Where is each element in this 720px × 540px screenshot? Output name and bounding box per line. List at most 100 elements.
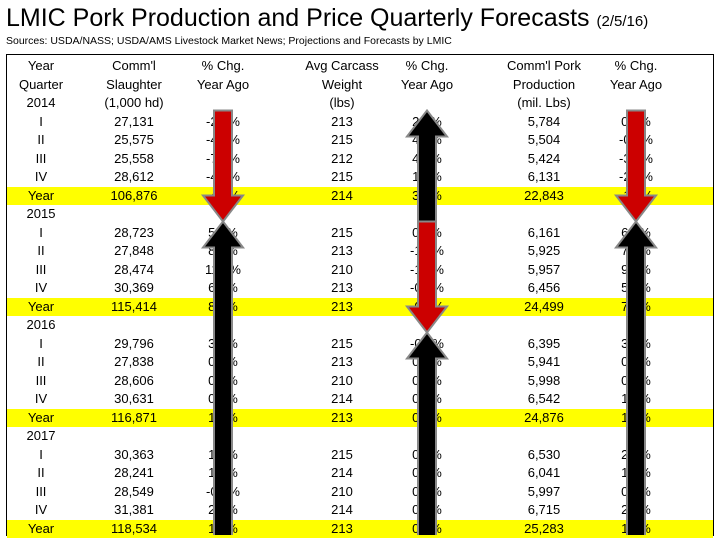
down-arrow-icon	[404, 220, 450, 335]
cell-period: III	[35, 261, 47, 277]
cell-period: II	[37, 132, 45, 147]
sources-note: Sources: USDA/NASS; USDA/AMS Livestock M…	[6, 35, 452, 47]
header-weight: Weight	[321, 76, 363, 92]
header-row: Quarter Slaughter Year Ago Weight Year Ago Pr…	[7, 76, 713, 95]
cell-period: Year	[27, 520, 55, 536]
up-arrow-icon	[404, 330, 450, 535]
cell-weight: 210	[331, 483, 353, 499]
cell-production: 22,843	[524, 187, 564, 203]
header-weight-chg: Year Ago	[400, 76, 454, 92]
cell-slaughter: 27,131	[114, 113, 154, 129]
cell-period: IV	[34, 169, 48, 184]
slide-title: LMIC Pork Production and Price Quarterly…	[6, 4, 648, 36]
cell-production: 6,530	[527, 446, 561, 462]
header-production: (mil. Lbs)	[517, 95, 571, 110]
cell-production: 25,283	[524, 520, 564, 536]
cell-period: III	[35, 372, 47, 388]
cell-production: 6,395	[527, 335, 561, 351]
cell-slaughter: 29,796	[114, 335, 154, 351]
up-arrow-icon	[613, 219, 659, 535]
header-slaughter: Slaughter	[106, 76, 162, 92]
header-period: Year	[27, 58, 55, 73]
cell-production: 5,504	[527, 132, 561, 147]
cell-slaughter: 28,241	[114, 465, 154, 480]
cell-weight: 213	[331, 298, 353, 314]
header-slaughter-chg: % Chg.	[201, 58, 245, 73]
cell-period: IV	[34, 502, 48, 517]
cell-period: 2017	[26, 428, 56, 443]
cell-slaughter: 30,369	[114, 280, 154, 295]
cell-production: 5,941	[527, 354, 561, 369]
cell-period: Year	[27, 298, 55, 314]
table-row: 2016	[7, 316, 713, 335]
cell-weight: 213	[331, 280, 353, 295]
forecast-table: Year Comm'l % Chg. Avg Carcass % Chg. Comm'l …	[6, 54, 714, 538]
cell-period: I	[39, 224, 43, 240]
header-production-chg: % Chg.	[614, 58, 658, 73]
cell-slaughter: 116,871	[110, 409, 158, 425]
down-arrow-icon	[613, 109, 659, 224]
cell-slaughter: 30,631	[114, 391, 154, 406]
cell-slaughter: 25,575	[114, 132, 154, 147]
cell-weight: 213	[331, 354, 353, 369]
header-slaughter-chg: Year Ago	[196, 76, 250, 92]
cell-slaughter: 28,474	[114, 261, 154, 277]
cell-slaughter: 28,612	[114, 169, 154, 184]
cell-production: 5,997	[527, 483, 561, 499]
cell-weight: 213	[331, 520, 353, 536]
table-row: 2017	[7, 427, 713, 446]
trend-arrows	[200, 108, 659, 535]
cell-period: II	[37, 243, 45, 258]
cell-slaughter: 27,848	[114, 243, 154, 258]
cell-production: 5,925	[527, 243, 561, 258]
cell-weight: 214	[331, 391, 353, 406]
header-period: Quarter	[18, 76, 64, 92]
header-slaughter: Comm'l	[112, 58, 156, 73]
cell-weight: 213	[331, 243, 353, 258]
cell-slaughter: 28,723	[114, 224, 154, 240]
cell-period: I	[39, 446, 43, 462]
cell-period: IV	[34, 280, 48, 295]
cell-slaughter: 25,558	[114, 150, 154, 166]
title-text: LMIC Pork Production and Price Quarterly…	[6, 4, 590, 32]
cell-production: 6,456	[527, 280, 561, 295]
cell-slaughter: 31,381	[114, 502, 154, 517]
cell-slaughter: 28,606	[114, 372, 154, 388]
cell-production: 5,784	[527, 113, 561, 129]
cell-weight: 215	[331, 335, 353, 351]
header-production: Production	[512, 76, 576, 92]
cell-weight: 215	[331, 446, 353, 462]
header-row: 2014 (1,000 hd) (lbs) (mil. Lbs)	[7, 94, 713, 113]
cell-slaughter: 118,534	[110, 520, 158, 536]
cell-slaughter: 30,363	[114, 446, 154, 462]
cell-period: Year	[27, 409, 55, 425]
cell-slaughter: 28,549	[114, 483, 154, 499]
header-weight: (lbs)	[329, 95, 355, 110]
cell-weight: 215	[331, 224, 353, 240]
cell-period: II	[37, 465, 45, 480]
header-production-chg: Year Ago	[609, 76, 663, 92]
cell-weight: 214	[331, 465, 353, 480]
header-period: 2014	[26, 95, 56, 110]
cell-period: II	[37, 354, 45, 369]
cell-period: I	[39, 113, 43, 129]
cell-production: 6,715	[527, 502, 561, 517]
cell-production: 24,876	[524, 409, 564, 425]
header-weight-chg: % Chg.	[405, 58, 449, 73]
cell-production: 6,161	[527, 224, 561, 240]
cell-weight: 213	[331, 113, 353, 129]
cell-weight: 213	[331, 409, 353, 425]
cell-production: 5,424	[527, 150, 561, 166]
header-production: Comm'l Pork	[507, 58, 581, 73]
up-arrow-icon	[200, 219, 246, 535]
cell-production: 5,998	[527, 372, 561, 388]
header-weight: Avg Carcass	[305, 58, 379, 73]
cell-period: 2016	[26, 317, 56, 332]
cell-production: 24,499	[524, 298, 564, 314]
cell-production: 6,041	[527, 465, 561, 480]
cell-weight: 214	[331, 502, 353, 517]
cell-production: 6,542	[527, 391, 561, 406]
cell-weight: 212	[331, 150, 353, 166]
cell-slaughter: 115,414	[110, 298, 158, 314]
